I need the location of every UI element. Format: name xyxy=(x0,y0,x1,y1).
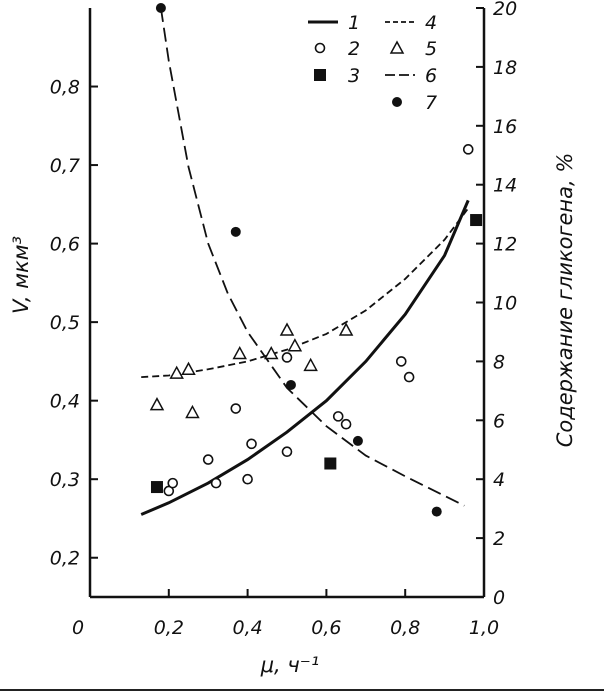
data-point-5 xyxy=(287,338,303,352)
data-point-5 xyxy=(185,404,200,419)
legend: 1 2 3 4 5 6 7 xyxy=(308,12,437,114)
data-point-2 xyxy=(167,477,179,489)
y-right-tick-label: 6 xyxy=(493,410,505,432)
data-point-5 xyxy=(338,322,354,336)
legend-label-5: 5 xyxy=(425,38,437,60)
y-right-tick-label: 10 xyxy=(493,293,517,315)
legend-label-4: 4 xyxy=(425,12,437,34)
legend-sample-3 xyxy=(314,69,326,81)
legend-sample-2 xyxy=(314,42,326,54)
y-right-tick-label: 12 xyxy=(493,234,517,256)
data-point-5 xyxy=(303,357,318,372)
y-left-tick-label: 0,8 xyxy=(50,77,80,99)
legend-label-3: 3 xyxy=(348,65,360,87)
x-tick-label: 0,8 xyxy=(390,617,420,639)
y-right-tick-label: 20 xyxy=(493,0,517,20)
x-tick-label: 0 xyxy=(72,617,84,639)
y-left-tick-label: 0,7 xyxy=(50,155,80,177)
legend-marker-5 xyxy=(389,40,405,54)
series-line-1 xyxy=(140,199,470,516)
data-point-3 xyxy=(470,214,483,227)
data-point-3 xyxy=(324,457,337,470)
plot-area xyxy=(140,3,483,517)
x-tick-label: 0,4 xyxy=(232,617,262,639)
data-point-5 xyxy=(181,361,196,376)
data-point-7 xyxy=(352,435,363,446)
y-right-tick-label: 16 xyxy=(493,116,517,138)
x-axis-title: μ, ч⁻¹ xyxy=(260,653,320,677)
y-right-tick-label: 0 xyxy=(493,587,505,609)
series-line-6 xyxy=(160,7,465,507)
y-right-tick-label: 8 xyxy=(493,351,505,373)
data-point-2 xyxy=(202,454,214,465)
x-tick-label: 0,6 xyxy=(311,617,341,639)
data-point-2 xyxy=(332,411,344,422)
y-right-tick-label: 14 xyxy=(493,175,517,197)
legend-label-7: 7 xyxy=(425,92,437,114)
data-point-5 xyxy=(263,345,279,360)
y-right-tick-label: 4 xyxy=(493,469,505,491)
y-right-tick-label: 18 xyxy=(493,57,517,79)
data-point-2 xyxy=(403,371,415,383)
legend-marker-3 xyxy=(314,69,326,81)
data-point-2 xyxy=(230,403,242,414)
x-tick-label: 1,0 xyxy=(469,617,499,639)
data-point-2 xyxy=(462,144,474,155)
legend-marker-7 xyxy=(392,97,402,107)
y-right-axis-title: Содержание гликогена, % xyxy=(553,153,577,448)
page-rule xyxy=(0,689,604,691)
data-point-5 xyxy=(232,345,247,360)
data-point-2 xyxy=(242,473,253,485)
data-point-3 xyxy=(150,481,163,494)
y-left-tick-label: 0,3 xyxy=(50,469,80,491)
data-point-2 xyxy=(210,477,222,489)
legend-label-1: 1 xyxy=(348,12,360,34)
y-left-tick-label: 0,4 xyxy=(50,391,80,413)
y-right-tick-label: 2 xyxy=(493,528,505,550)
data-point-2 xyxy=(281,352,293,363)
y-left-axis-title: V, мкм³ xyxy=(9,236,33,314)
data-point-5 xyxy=(169,365,184,379)
data-point-7 xyxy=(230,226,241,237)
data-point-2 xyxy=(281,446,293,458)
data-point-2 xyxy=(395,356,407,367)
data-point-2 xyxy=(340,418,352,430)
data-point-7 xyxy=(431,506,442,517)
x-tick-label: 0,2 xyxy=(154,617,184,639)
data-point-7 xyxy=(155,3,166,13)
axes: 0 0,2 0,4 0,6 0,8 1,0 0,2 0,3 0,4 0,5 0,6 0,7 0,8 0 2 4… xyxy=(50,0,517,639)
legend-sample-5 xyxy=(389,40,405,54)
legend-sample-7 xyxy=(392,97,402,107)
legend-label-2: 2 xyxy=(348,38,360,60)
legend-marker-2 xyxy=(314,42,326,54)
data-point-7 xyxy=(285,379,296,390)
legend-label-6: 6 xyxy=(425,65,437,87)
data-point-5 xyxy=(279,322,295,336)
y-left-tick-label: 0,5 xyxy=(50,312,80,334)
data-point-5 xyxy=(149,397,165,411)
y-left-tick-label: 0,6 xyxy=(50,234,80,256)
y-left-tick-label: 0,2 xyxy=(50,548,80,570)
data-point-2 xyxy=(246,438,257,450)
